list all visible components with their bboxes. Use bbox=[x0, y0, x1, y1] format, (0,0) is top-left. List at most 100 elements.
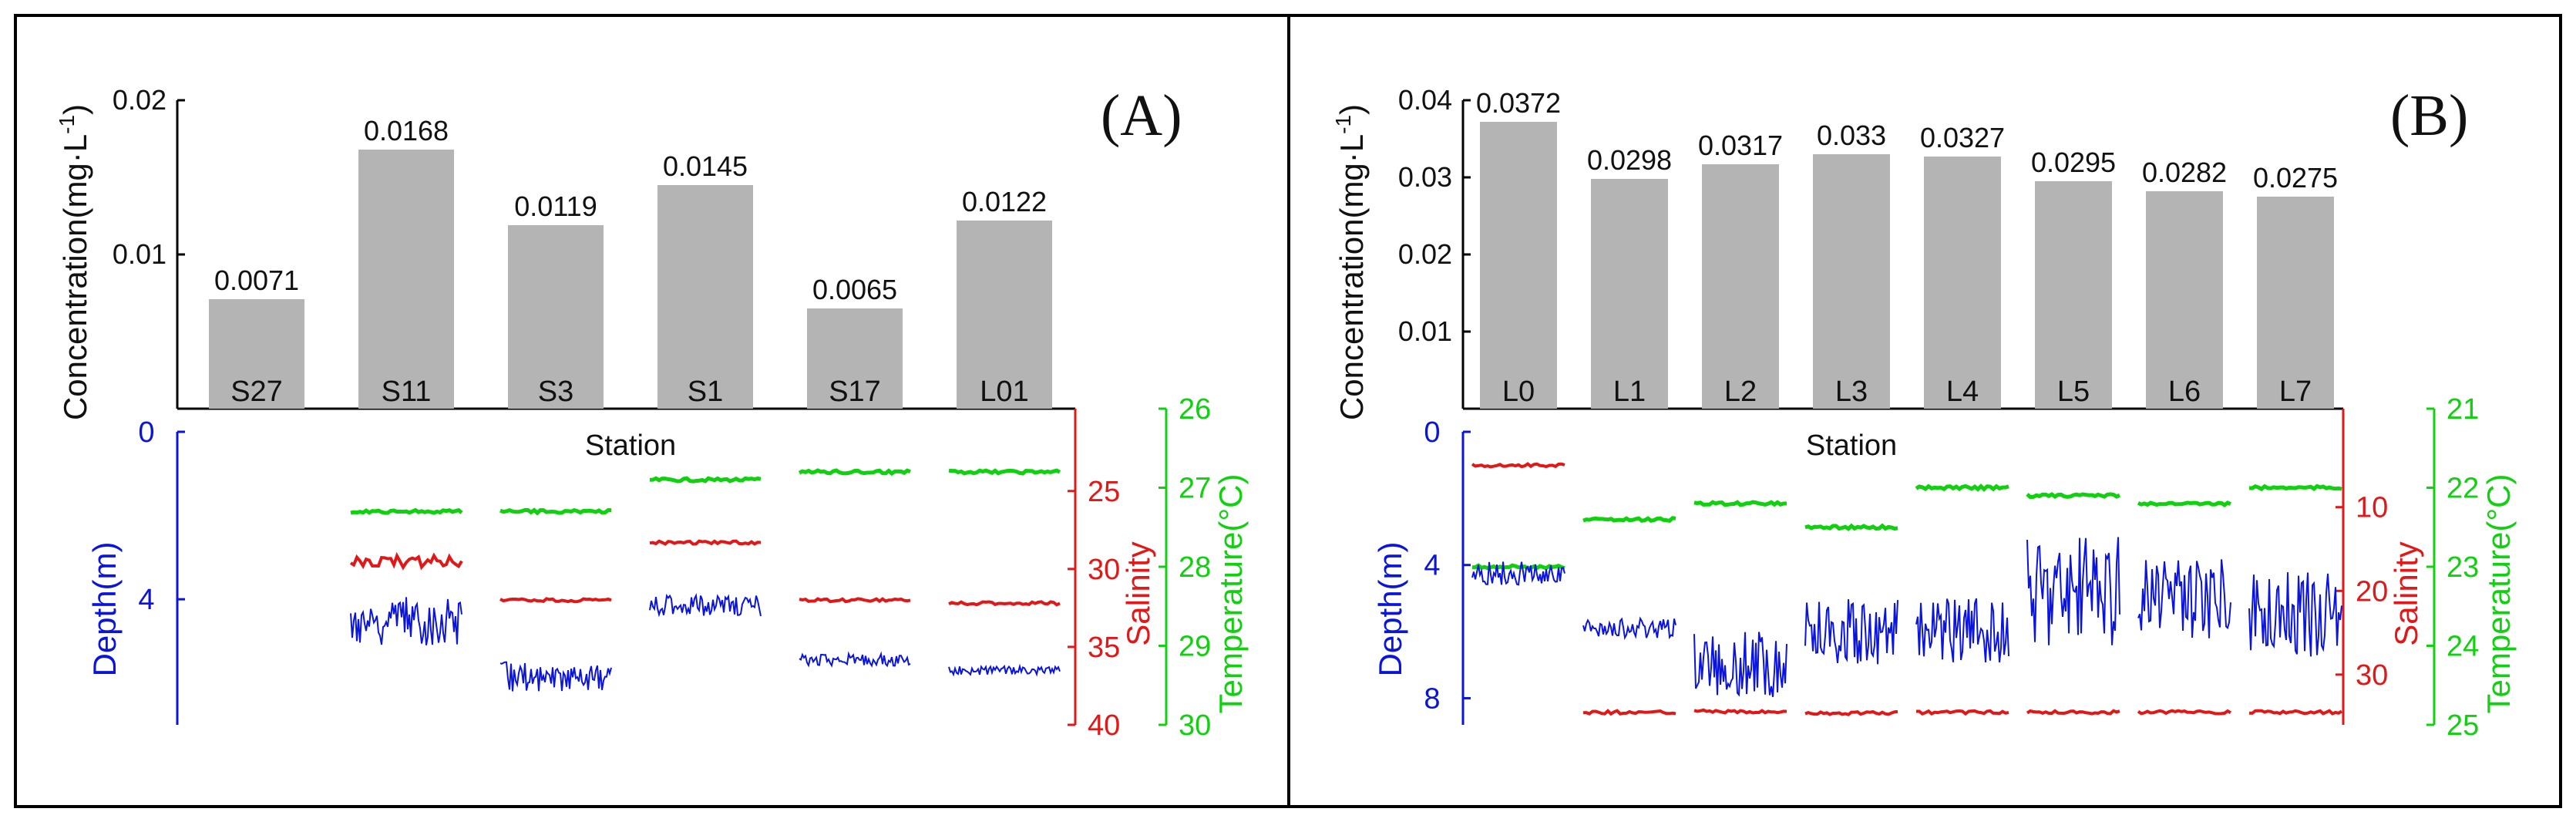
category-label: L3 bbox=[1835, 376, 1868, 408]
y-axis-label: Concentration(mg·L-1) bbox=[1331, 104, 1370, 420]
depth-tick-label: 0 bbox=[1424, 416, 1440, 449]
salinity-trace-L1 bbox=[1582, 709, 1676, 716]
temperature-tick-label: 25 bbox=[2447, 709, 2479, 742]
category-label: L01 bbox=[980, 376, 1028, 408]
bar-value-label: 0.0119 bbox=[514, 190, 597, 222]
temperature-tick-label: 21 bbox=[2447, 393, 2479, 426]
y-axis-label-close: ) bbox=[1333, 104, 1370, 115]
depth-axis-label: Depth(m) bbox=[86, 541, 123, 676]
depth-trace-S1 bbox=[649, 592, 762, 618]
bar-value-label: 0.0122 bbox=[962, 186, 1047, 217]
category-label: L5 bbox=[2057, 376, 2090, 408]
salinity-trace-L6 bbox=[2137, 709, 2231, 716]
bar-value-label: 0.033 bbox=[1817, 120, 1886, 151]
depth-tick-label: 4 bbox=[138, 584, 154, 616]
salinity-trace-L0 bbox=[1471, 462, 1565, 469]
depth-trace-L5 bbox=[2026, 537, 2120, 645]
y-axis-label-close: ) bbox=[57, 104, 93, 115]
salinity-axis-label: Salinity bbox=[1120, 541, 1156, 645]
temperature-trace-S11 bbox=[350, 507, 463, 515]
temperature-tick-label: 29 bbox=[1179, 631, 1211, 663]
temperature-trace-L6 bbox=[2137, 500, 2231, 508]
y-tick-label: 0.01 bbox=[113, 238, 166, 270]
salinity-trace-L2 bbox=[1693, 708, 1787, 715]
category-label: S27 bbox=[230, 376, 283, 408]
salinity-tick-label: 25 bbox=[1088, 476, 1120, 508]
temperature-tick-label: 30 bbox=[1179, 709, 1211, 742]
salinity-tick-label: 20 bbox=[2356, 575, 2388, 608]
salinity-tick-label: 40 bbox=[1088, 709, 1120, 742]
bar-value-label: 0.0168 bbox=[364, 115, 449, 147]
bar-S3 bbox=[508, 225, 604, 409]
x-axis-label: Station bbox=[1806, 430, 1897, 462]
temperature-tick-label: 27 bbox=[1179, 473, 1211, 505]
temperature-trace-L1 bbox=[1582, 516, 1676, 524]
depth-trace-L1 bbox=[1582, 616, 1676, 640]
category-label: L2 bbox=[1724, 376, 1757, 408]
depth-tick-label: 4 bbox=[1424, 550, 1440, 582]
temperature-tick-label: 22 bbox=[2447, 473, 2479, 505]
y-axis-label-main: Concentration(mg·L bbox=[57, 134, 93, 420]
bar-S1 bbox=[657, 185, 753, 409]
temperature-trace-S17 bbox=[798, 468, 911, 477]
x-axis-label: Station bbox=[585, 430, 676, 462]
bar-S17 bbox=[807, 308, 903, 409]
salinity-trace-L3 bbox=[1804, 709, 1898, 716]
depth-trace-S17 bbox=[799, 651, 911, 668]
panel-a: 0.01 0.02 Concentration(mg·L-1) 0.0071 S27 0.… bbox=[55, 83, 1249, 742]
category-label: L1 bbox=[1613, 376, 1646, 408]
temperature-trace-L0 bbox=[1471, 563, 1565, 571]
bar-L7 bbox=[2257, 197, 2334, 409]
bar-value-label: 0.0298 bbox=[1587, 144, 1672, 176]
bar-value-label: 0.0065 bbox=[812, 274, 897, 305]
bar-L4 bbox=[1924, 157, 2001, 409]
y-tick-label: 0.02 bbox=[1398, 238, 1452, 270]
category-label: S3 bbox=[538, 376, 573, 408]
bar-value-label: 0.0145 bbox=[663, 150, 748, 182]
y-axis-label-main: Concentration(mg·L bbox=[1333, 134, 1370, 420]
depth-tick-label: 8 bbox=[1424, 682, 1440, 715]
salinity-trace-S1 bbox=[649, 539, 762, 546]
bar-value-label: 0.0282 bbox=[2142, 157, 2227, 188]
depth-trace-S11 bbox=[350, 597, 462, 645]
y-axis-label-sup: -1 bbox=[55, 115, 79, 134]
panel-tag: (B) bbox=[2390, 83, 2468, 148]
bar-L2 bbox=[1702, 164, 1779, 409]
bar-value-label: 0.0317 bbox=[1698, 130, 1783, 161]
bar-L3 bbox=[1813, 154, 1890, 409]
salinity-trace-L5 bbox=[2026, 709, 2120, 716]
temperature-tick-label: 26 bbox=[1179, 393, 1211, 426]
depth-trace-L0 bbox=[1471, 561, 1565, 586]
depth-trace-L7 bbox=[2248, 572, 2342, 657]
temperature-trace-S1 bbox=[649, 476, 762, 483]
category-label: S1 bbox=[688, 376, 723, 408]
bar-L1 bbox=[1591, 179, 1668, 409]
salinity-trace-L4 bbox=[1916, 709, 2009, 716]
y-tick-label: 0.04 bbox=[1398, 84, 1452, 116]
salinity-axis-label: Salinity bbox=[2388, 541, 2424, 645]
y-axis-label-sup: -1 bbox=[1331, 115, 1355, 134]
bar-value-label: 0.0295 bbox=[2031, 147, 2116, 178]
salinity-trace-L01 bbox=[948, 600, 1061, 607]
salinity-tick-label: 35 bbox=[1088, 632, 1120, 664]
salinity-trace-L7 bbox=[2248, 709, 2343, 716]
bar-L5 bbox=[2035, 181, 2112, 409]
temperature-tick-label: 28 bbox=[1179, 551, 1211, 584]
category-label: S17 bbox=[829, 376, 881, 408]
y-axis-label: Concentration(mg·L-1) bbox=[55, 104, 93, 420]
temperature-trace-L7 bbox=[2248, 483, 2342, 492]
category-label: L0 bbox=[1502, 376, 1535, 408]
temperature-trace-L5 bbox=[2026, 492, 2121, 500]
panel-b: 0.01 0.02 0.03 0.04 Concentration(mg·L-1) 0.0… bbox=[1331, 83, 2517, 742]
depth-trace-L2 bbox=[1693, 632, 1787, 697]
temperature-axis-label: Temperature(°C) bbox=[1212, 474, 1249, 714]
category-label: S11 bbox=[382, 376, 432, 408]
salinity-trace-S17 bbox=[799, 597, 911, 604]
depth-trace-L01 bbox=[948, 663, 1061, 677]
bar-value-label: 0.0372 bbox=[1476, 87, 1561, 119]
depth-axis-label: Depth(m) bbox=[1372, 541, 1408, 676]
temperature-axis-label: Temperature(°C) bbox=[2480, 474, 2517, 714]
depth-trace-S3 bbox=[499, 661, 612, 692]
bar-value-label: 0.0071 bbox=[214, 264, 299, 296]
